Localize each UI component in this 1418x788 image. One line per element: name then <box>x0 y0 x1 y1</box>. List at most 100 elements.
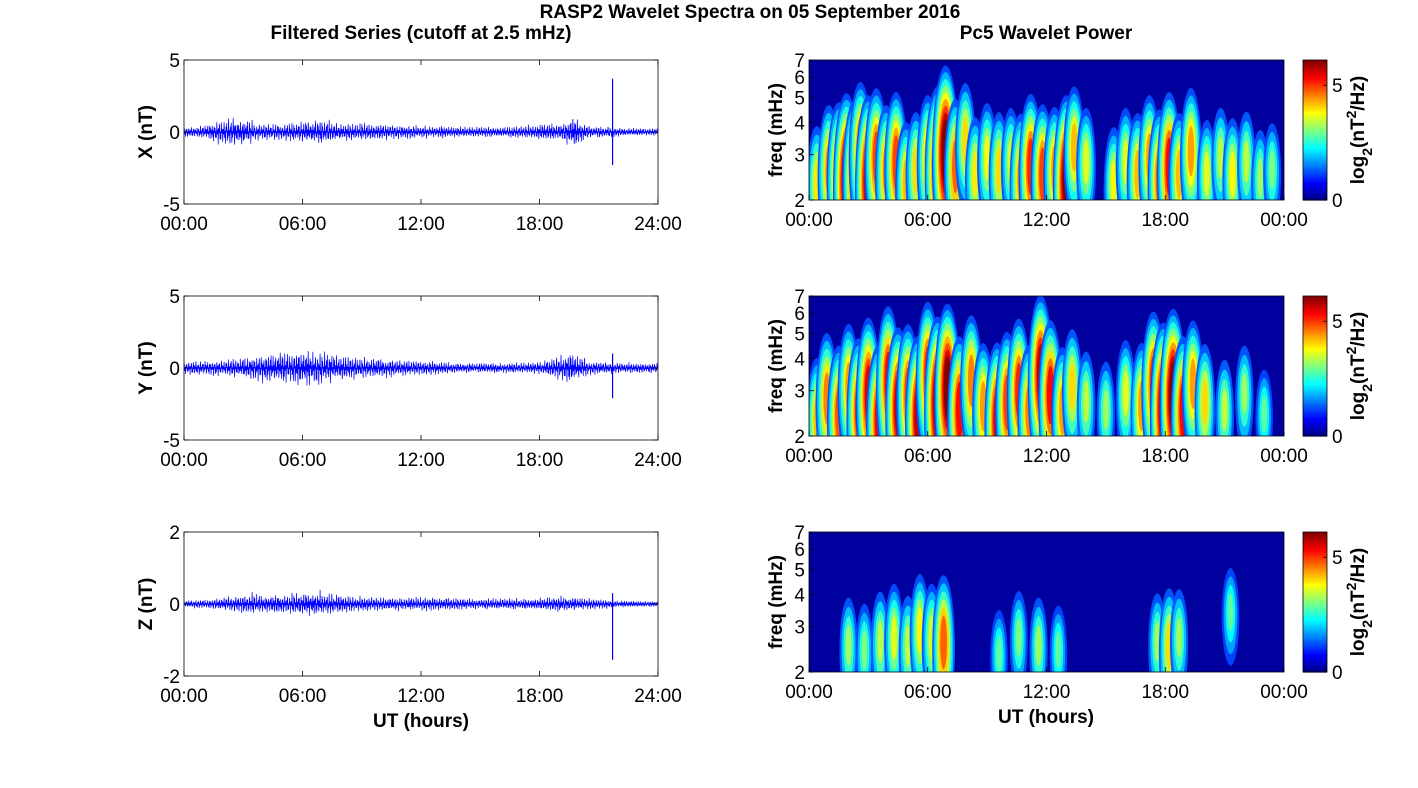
colorbar-segment <box>1303 583 1327 587</box>
colorbar-segment <box>1303 667 1327 671</box>
power-burst-14 <box>1176 617 1183 658</box>
y-tick-label: 0 <box>169 359 180 380</box>
y-tick-label: 3 <box>794 146 805 167</box>
colorbar-segment <box>1303 102 1327 105</box>
colorbar-segment <box>1303 646 1327 650</box>
y-tick-label: 4 <box>794 350 805 371</box>
y-tick-label: 5 <box>794 561 805 582</box>
y-tick-label: 5 <box>169 287 180 308</box>
colorbar-label-part: /Hz) <box>1348 548 1369 583</box>
colorbar-tick-label: 0 <box>1332 427 1343 448</box>
colorbar-segment <box>1303 585 1327 589</box>
x-tick-label: 00:00 <box>160 450 208 471</box>
colorbar-frame <box>1302 59 1328 201</box>
colorbar-segment <box>1303 186 1327 189</box>
colorbar-label: log2(nT2/Hz) <box>1343 548 1375 656</box>
colorbar-segment <box>1303 158 1327 161</box>
y-tick-label: 4 <box>794 586 805 607</box>
x-tick-label: 00:00 <box>785 210 833 231</box>
y-axis-label: X (nT) <box>136 105 157 159</box>
colorbar-segment <box>1303 571 1327 575</box>
colorbar-segment <box>1303 602 1327 605</box>
colorbar-tick-label: 5 <box>1332 548 1343 569</box>
y-axis-label: Z (nT) <box>136 578 157 631</box>
colorbar-segment <box>1303 310 1327 313</box>
y-tick-label: 2 <box>794 191 805 212</box>
y-tick-label: -2 <box>163 667 180 688</box>
x-tick-label: 18:00 <box>1141 682 1189 703</box>
colorbar-segment <box>1303 118 1327 122</box>
power-burst-11 <box>1055 631 1062 669</box>
colorbar-segment <box>1303 648 1327 652</box>
power-burst-12 <box>1154 621 1161 662</box>
power-burst-37 <box>1217 136 1224 180</box>
x-tick-label: 18:00 <box>516 450 564 471</box>
colorbar-segment <box>1303 60 1327 63</box>
colorbar-segment <box>1303 106 1327 110</box>
colorbar-segment <box>1303 319 1327 323</box>
colorbar-segment <box>1303 76 1327 80</box>
colorbar-label-part: (nT <box>1348 118 1369 148</box>
power-burst-5 <box>916 607 923 653</box>
colorbar-segment <box>1303 134 1327 138</box>
colorbar-segment <box>1303 151 1327 154</box>
colorbar-segment <box>1303 403 1327 407</box>
power-burst-8 <box>996 635 1002 672</box>
colorbar-segment <box>1303 349 1327 353</box>
x-tick-label: 06:00 <box>279 214 327 235</box>
colorbar-segment <box>1303 415 1327 418</box>
x-tick-label: 12:00 <box>397 214 445 235</box>
colorbar-segment <box>1303 317 1327 320</box>
y-tick-label: 6 <box>794 68 805 89</box>
colorbar-segment <box>1303 340 1327 344</box>
x-tick-label: 12:00 <box>1023 210 1071 231</box>
power-burst-26 <box>1070 123 1078 173</box>
colorbar-segment <box>1303 609 1327 612</box>
colorbar-segment <box>1303 401 1327 404</box>
colorbar-segment <box>1303 300 1327 304</box>
colorbar-segment <box>1303 536 1327 540</box>
y-axis-label: freq (mHz) <box>766 83 787 177</box>
colorbar-segment <box>1303 613 1327 617</box>
colorbar-segment <box>1303 130 1327 133</box>
colorbar-segment <box>1303 305 1327 309</box>
colorbar-segment <box>1303 95 1327 98</box>
x-tick-label: 00:00 <box>160 686 208 707</box>
colorbar-segment <box>1303 555 1327 559</box>
colorbar-segment <box>1303 658 1327 661</box>
colorbar-segment <box>1303 597 1327 601</box>
colorbar-segment <box>1303 630 1327 633</box>
colorbar-frame <box>1302 531 1328 673</box>
colorbar-segment <box>1303 326 1327 330</box>
colorbar-label: log2(nT2/Hz) <box>1343 76 1375 184</box>
colorbar-segment <box>1303 155 1327 159</box>
colorbar-segment <box>1303 188 1327 192</box>
colorbar-segment <box>1303 127 1327 131</box>
colorbar-segment <box>1303 417 1327 421</box>
data-series-line <box>183 117 659 145</box>
colorbar-segment <box>1303 81 1327 84</box>
power-burst-24 <box>1069 363 1076 411</box>
colorbar-segment <box>1303 429 1327 432</box>
colorbar-segment <box>1303 588 1327 591</box>
colorbar-segment <box>1303 314 1327 318</box>
y-tick-label: -5 <box>163 195 180 216</box>
x-tick-label: 06:00 <box>279 686 327 707</box>
colorbar-segment <box>1303 366 1327 369</box>
colorbar-segment <box>1303 153 1327 157</box>
colorbar-segment <box>1303 412 1327 416</box>
power-burst-15 <box>1227 593 1234 632</box>
y-tick-label: 2 <box>794 663 805 684</box>
x-tick-label: 12:00 <box>1023 682 1071 703</box>
colorbar-segment <box>1303 116 1327 119</box>
colorbar-segment <box>1303 345 1327 348</box>
colorbar-segment <box>1303 550 1327 554</box>
colorbar-segment <box>1303 97 1327 101</box>
y-tick-label: 5 <box>169 51 180 72</box>
colorbar-segment <box>1303 69 1327 73</box>
colorbar-segment <box>1303 146 1327 150</box>
power-burst-27 <box>1083 139 1090 184</box>
